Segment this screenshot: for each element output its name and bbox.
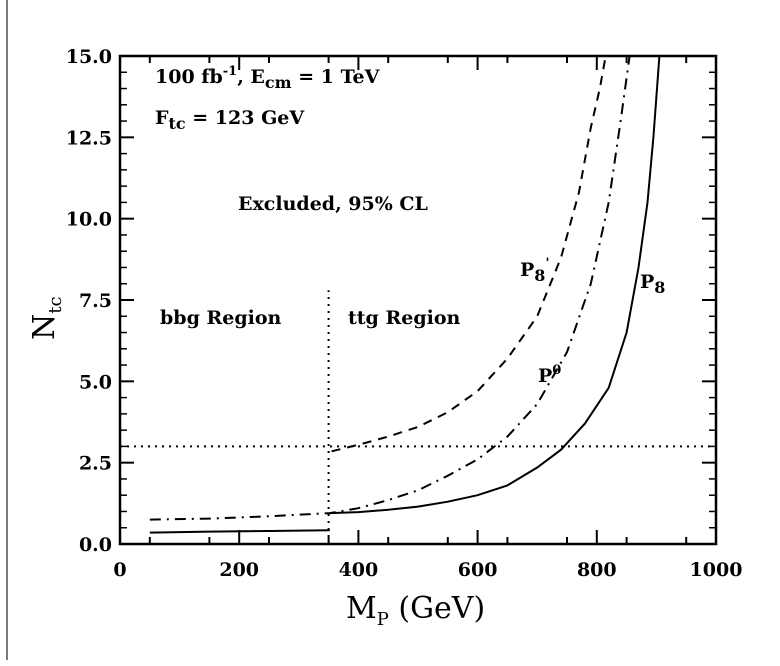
x-tick-label: 400: [339, 559, 379, 581]
tick-labels: 0 200 400 600 800 1000 0.0 2.5 5.0 7.5 10.0 12.5 15.…: [66, 46, 743, 581]
annotation-bbg-region: bbg Region: [160, 307, 282, 329]
plot-area: [118, 54, 718, 546]
x-tick-label: 600: [458, 559, 498, 581]
y-tick-label: 0.0: [79, 534, 112, 556]
x-tick-label: 0: [113, 559, 126, 581]
x-tick-label: 1000: [690, 559, 743, 581]
chart-frame: [6, 0, 774, 660]
x-tick-label: 200: [219, 559, 259, 581]
annotation-ftc: Ftc = 123 GeV: [155, 107, 305, 133]
x-tick-label: 800: [577, 559, 617, 581]
y-tick-label: 10.0: [66, 209, 112, 231]
y-tick-label: 7.5: [79, 290, 112, 312]
y-tick-label: 5.0: [79, 371, 112, 393]
series-line-dashed-1-0: [331, 55, 607, 453]
y-tick-label: 2.5: [79, 453, 112, 475]
annotation-excluded: Excluded, 95% CL: [238, 193, 428, 215]
axis-ticks: [119, 55, 717, 545]
y-axis-label: Ntc: [27, 296, 66, 340]
annotation-ttg-region: ttg Region: [348, 307, 461, 329]
annotation-luminosity: 100 fb-1, Ecm = 1 TeV: [155, 64, 381, 92]
y-tick-label: 15.0: [66, 46, 112, 68]
series-label-p8: P8: [640, 271, 665, 297]
series-line-solid-0-0: [149, 529, 330, 534]
x-axis-label: MP (GeV): [346, 591, 485, 630]
series-lines: [149, 55, 661, 534]
series-line-solid-0-1: [329, 55, 661, 515]
series-label-p0: P0: [538, 363, 561, 387]
series-label-p8-prime: P8': [520, 256, 549, 285]
y-tick-label: 12.5: [66, 127, 112, 149]
